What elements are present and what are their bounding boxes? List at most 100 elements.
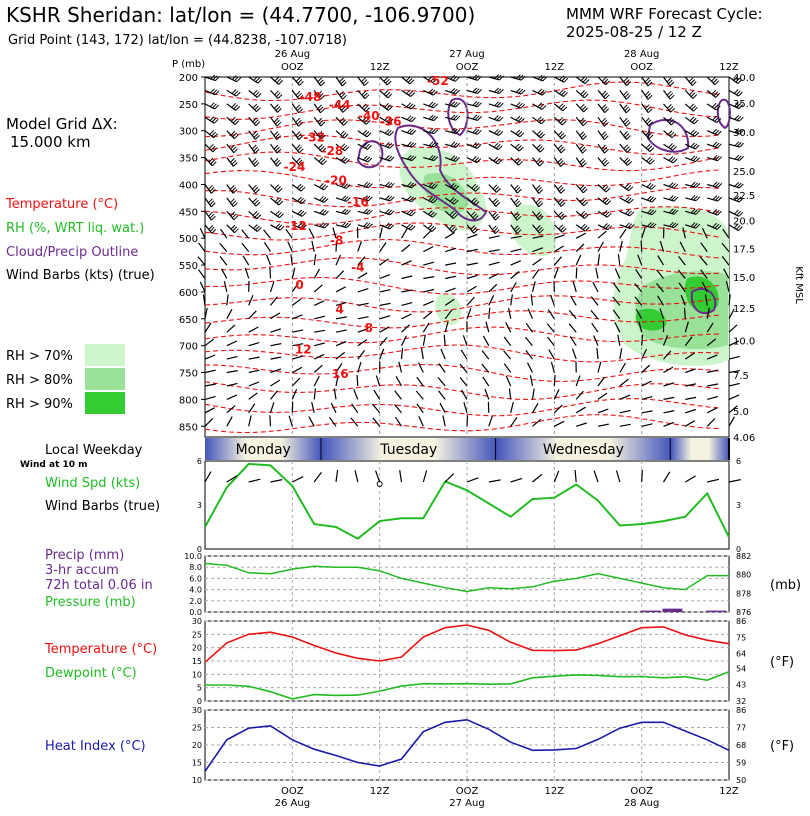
surface-wind-barb (729, 480, 741, 482)
rh70-label: RH > 70% (6, 349, 73, 364)
height-tick-label: 22.5 (733, 191, 755, 202)
y-tick-label: 5 (197, 684, 202, 693)
y-tick-label: 0 (197, 697, 202, 706)
weekday-label: Tuesday (379, 442, 437, 458)
bottom-time-label: 12Z (719, 786, 739, 797)
wind-barb (198, 257, 205, 266)
wind-barb (270, 415, 271, 426)
wind-barb (729, 395, 739, 400)
height-tick-label: 30.0 (733, 128, 755, 139)
right-tick-label: 882 (736, 552, 751, 561)
y-tick-label: 15 (192, 657, 202, 666)
rh70-swatch (85, 344, 125, 366)
right-tick-label: 54 (736, 664, 746, 673)
wind-speed-label: Wind Spd (kts) (45, 476, 140, 491)
right-tick-label: 86 (736, 706, 746, 715)
bottom-time-label: 12Z (545, 786, 565, 797)
temperature-contour-label: -52 (427, 74, 449, 88)
top-time-label: 12Z (545, 62, 565, 73)
top-time-label: OOZ (630, 62, 653, 73)
wind-barb (729, 383, 740, 386)
height-tick-label: 17.5 (733, 244, 755, 255)
precip-label: Precip (mm) (45, 548, 124, 563)
rh80-label: RH > 80% (6, 373, 73, 388)
dewpoint-label: Dewpoint (°C) (45, 666, 137, 681)
grid-dx-value: 15.000 km (10, 133, 91, 151)
height-tick-label: 5.0 (733, 407, 749, 418)
y-tick-label: 20 (192, 741, 202, 750)
pressure-tick-label: 450 (179, 207, 198, 218)
temperature-contour-label: -40 (358, 109, 380, 123)
temperature-contour-label: -4 (351, 261, 364, 275)
pressure-tick-label: 400 (179, 180, 198, 191)
temperature-contour-label: 16 (332, 367, 349, 381)
height-tick-label: 15.0 (733, 273, 755, 284)
temperature-contour-label: -16 (347, 195, 369, 209)
height-tick-label: 7.5 (733, 371, 749, 382)
height-tick-label: 20.0 (733, 216, 755, 227)
height-axis-title: Kft MSL (793, 266, 804, 304)
legend-temperature: Temperature (°C) (5, 197, 118, 212)
precip-accum-label: 3-hr accum (45, 563, 119, 578)
wind-barb (199, 243, 206, 252)
bottom-time-label: OOZ (630, 786, 653, 797)
right-tick-label: 86 (736, 617, 746, 626)
temperature-contour-label: -8 (330, 234, 343, 248)
y-tick-label: 8.0 (189, 563, 202, 572)
precip-bar (706, 611, 726, 612)
wind-barb (199, 270, 206, 279)
station-title: KSHR Sheridan: lat/lon = (44.7700, -106.… (6, 3, 475, 27)
pressure-tick-label: 200 (179, 73, 198, 84)
pressure-tick-label: 300 (179, 127, 198, 138)
height-tick-label: 10.0 (733, 336, 755, 347)
right-tick-label: 6 (736, 457, 741, 466)
wind-barb (357, 375, 358, 386)
bottom-time-label: OOZ (456, 786, 479, 797)
temperature-contour-label: 0 (295, 278, 303, 292)
y-tick-label: 0.0 (189, 608, 202, 617)
wind-barb (729, 325, 737, 332)
right-tick-label: 68 (736, 741, 746, 750)
surface-wind-barb (642, 470, 643, 482)
y-tick-label: 2.0 (189, 597, 202, 606)
model-cycle-line2: 2025-08-25 / 12 Z (566, 23, 702, 41)
right-unit-label: (mb) (770, 578, 801, 593)
bottom-time-label: OOZ (281, 786, 304, 797)
y-tick-label: 15 (192, 759, 202, 768)
right-tick-label: 59 (736, 759, 746, 768)
wind-barb (467, 415, 468, 426)
grid-point-line: Grid Point (143, 172) lat/lon = (44.8238… (8, 33, 347, 48)
right-tick-label: 64 (736, 650, 746, 659)
y-tick-label: 10 (192, 776, 202, 785)
top-date-label: 27 Aug (449, 49, 484, 60)
pressure-tick-label: 650 (179, 315, 198, 326)
right-unit-label: (°F) (770, 655, 794, 670)
cross-section-panel: -48-52-44-40-36-32-28-24-20-16-12-8-4048… (172, 59, 804, 444)
pressure-tick-label: 600 (179, 288, 198, 299)
y-tick-label: 20 (192, 644, 202, 653)
rh90-swatch (85, 392, 125, 414)
wind-barb (729, 356, 740, 359)
temperature-contour-label: -48 (300, 90, 322, 104)
wind-barb (641, 241, 642, 252)
pressure-tick-label: 250 (179, 100, 198, 111)
height-tick-label: 40.0 (733, 73, 755, 84)
height-tick-label: 25.0 (733, 167, 755, 178)
precip-bar (663, 609, 683, 612)
bottom-date-label: 27 Aug (449, 798, 484, 809)
wind-barb (200, 282, 205, 292)
temperature-contour-label: -44 (329, 98, 351, 112)
pressure-tick-label: 550 (179, 261, 198, 272)
pressure-axis-title: P (mb) (172, 59, 205, 70)
rh90-label: RH > 90% (6, 397, 73, 412)
right-tick-label: 3 (736, 501, 741, 510)
y-tick-label: 4.0 (189, 586, 202, 595)
right-tick-label: 32 (736, 697, 746, 706)
grid-dx-label: Model Grid ΔX: (6, 115, 118, 133)
local-weekday-label: Local Weekday (45, 443, 143, 458)
legend-rh: RH (%, WRT liq. wat.) (6, 221, 144, 236)
bottom-date-label: 28 Aug (624, 798, 659, 809)
